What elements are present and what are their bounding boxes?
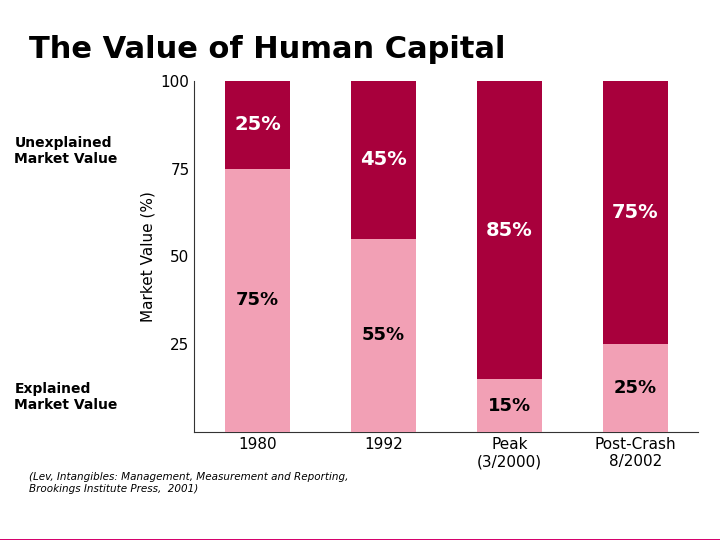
Text: 75%: 75% xyxy=(236,292,279,309)
Bar xyxy=(351,81,416,239)
Text: 75%: 75% xyxy=(612,203,659,222)
Text: 25%: 25% xyxy=(614,379,657,397)
Bar xyxy=(225,168,290,432)
Y-axis label: Market Value (%): Market Value (%) xyxy=(140,191,155,322)
Text: Explained
Market Value: Explained Market Value xyxy=(14,382,118,412)
Bar xyxy=(225,81,290,168)
Text: 55%: 55% xyxy=(362,327,405,345)
Bar xyxy=(603,81,668,345)
Bar xyxy=(477,81,542,379)
Bar xyxy=(603,345,668,432)
Text: The Value of Human Capital: The Value of Human Capital xyxy=(29,35,505,64)
Text: Unexplained
Market Value: Unexplained Market Value xyxy=(14,136,118,166)
Text: 45%: 45% xyxy=(360,151,407,170)
Text: (Lev, Intangibles: Management, Measurement and Reporting,
Brookings Institute Pr: (Lev, Intangibles: Management, Measureme… xyxy=(29,472,348,494)
Text: 25%: 25% xyxy=(234,116,281,134)
Text: 85%: 85% xyxy=(486,221,533,240)
Text: 15%: 15% xyxy=(488,397,531,415)
Bar xyxy=(351,239,416,432)
Bar xyxy=(477,379,542,432)
